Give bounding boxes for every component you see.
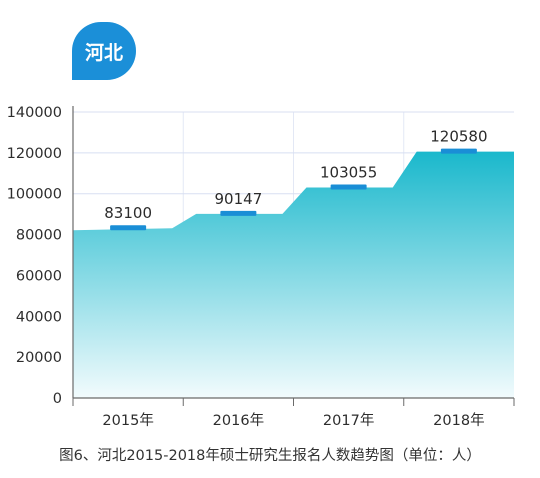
- y-tick-label: 0: [53, 391, 62, 407]
- data-point-marker: [330, 184, 367, 190]
- x-axis-ticks: 2015年 2016年 2017年 2018年: [102, 412, 484, 429]
- data-label: 83100: [104, 204, 152, 222]
- axes: [72, 106, 515, 406]
- y-axis-ticks: 0 20000 40000 60000 80000 100000 120000 140000: [7, 105, 62, 407]
- y-tick-label: 20000: [16, 350, 62, 366]
- x-tick-label: 2018年: [433, 412, 484, 429]
- area-series: [73, 151, 514, 398]
- region-badge-label: 河北: [84, 41, 123, 64]
- y-tick-label: 100000: [7, 187, 62, 203]
- figure-caption: 图6、河北2015-2018年硕士研究生报名人数趋势图（单位：人）: [59, 448, 481, 464]
- y-tick-label: 40000: [16, 309, 62, 325]
- x-tick-label: 2017年: [323, 412, 374, 429]
- data-label: 120580: [430, 128, 487, 146]
- data-point-marker: [220, 210, 257, 216]
- data-labels: 83100 90147 103055 120580: [104, 128, 488, 231]
- y-tick-label: 80000: [16, 228, 62, 244]
- x-tick-label: 2015年: [102, 412, 153, 429]
- y-tick-label: 140000: [7, 105, 62, 121]
- y-tick-label: 60000: [16, 268, 62, 284]
- region-badge: 河北: [72, 22, 136, 80]
- data-point-marker: [440, 148, 477, 154]
- x-tick-label: 2016年: [213, 412, 264, 429]
- y-tick-label: 120000: [7, 146, 62, 162]
- data-point-marker: [110, 225, 147, 231]
- data-label: 90147: [215, 190, 263, 208]
- data-label: 103055: [320, 163, 377, 181]
